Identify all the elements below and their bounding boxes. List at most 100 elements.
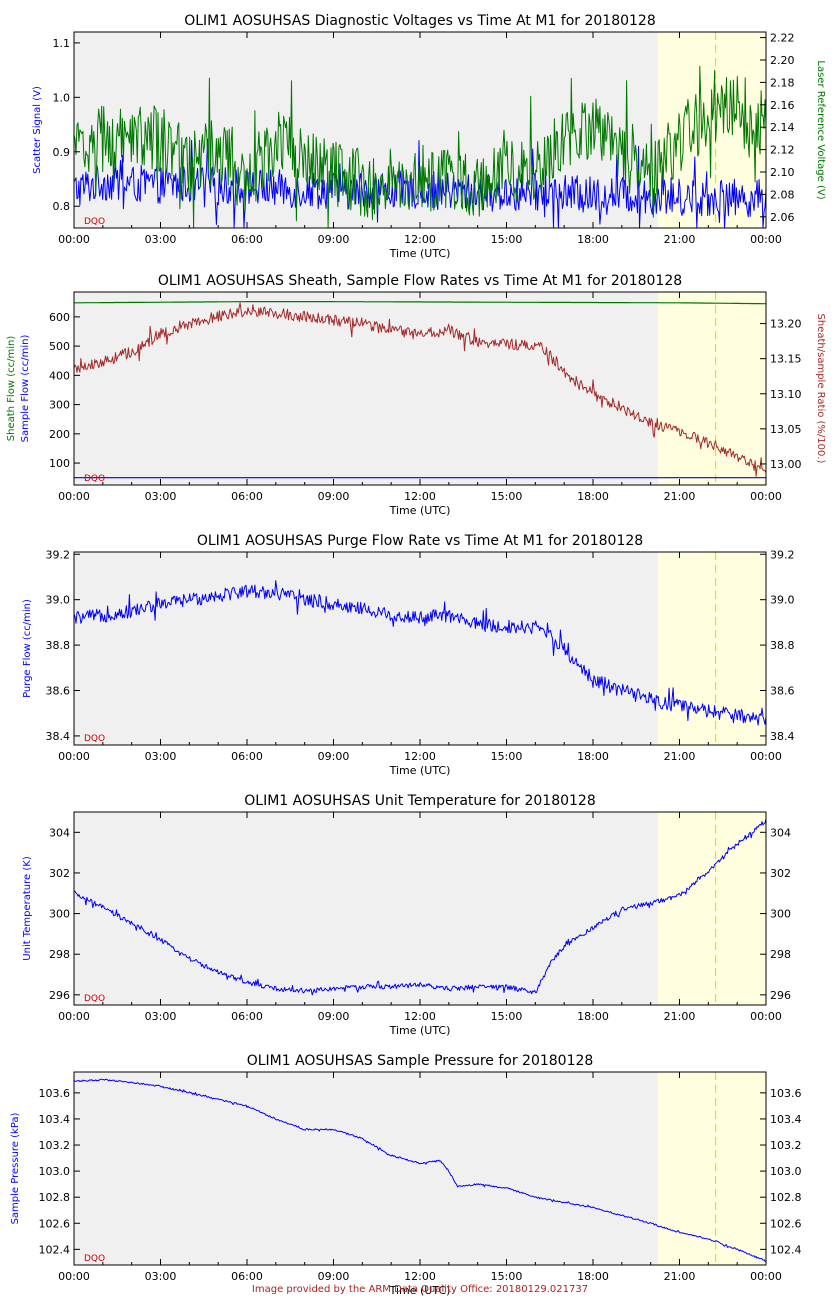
x-tick-label: 21:00 [664, 233, 696, 246]
y2-tick-label: 103.0 [770, 1165, 802, 1178]
highlight-region [657, 812, 766, 1005]
y2-tick-label: 39.0 [770, 594, 795, 607]
y-axis-label: Scatter Signal (V) [32, 86, 43, 174]
y2-axis-label: Sheath/sample Ratio (%/100.) [815, 314, 826, 464]
x-tick-label: 00:00 [750, 750, 782, 763]
y2-tick-label: 13.20 [770, 318, 802, 331]
y-axis-label-2: Sample Flow (cc/min) [20, 335, 31, 443]
x-tick-label: 09:00 [318, 1010, 350, 1023]
y-tick-label: 102.6 [39, 1217, 71, 1230]
x-tick-label: 03:00 [145, 490, 177, 503]
series-purge-flow [73, 580, 767, 726]
y-axis-label: Unit Temperature (K) [22, 856, 33, 961]
y-axis-label: Purge Flow (cc/min) [22, 599, 33, 698]
y2-tick-label: 304 [770, 826, 791, 839]
y2-tick-label: 103.6 [770, 1087, 802, 1100]
chart-panel-3: 00:00 03:00 06:00 09:00 12:00 15:00 18:00 21:00… [22, 533, 795, 777]
x-tick-label: 09:00 [318, 750, 350, 763]
y-tick-label: 1.0 [53, 91, 71, 104]
x-tick-label: 06:00 [231, 490, 263, 503]
series-sample-pressure [73, 1078, 767, 1262]
dqo-flag: DQO [84, 217, 105, 227]
y-axis-label: Sheath Flow (cc/min) [6, 336, 17, 442]
plot-background [74, 552, 658, 745]
x-tick-label: 18:00 [577, 1270, 609, 1283]
x-tick-label: 15:00 [491, 1010, 523, 1023]
chart-panel-2: 00:00 03:00 06:00 09:00 12:00 15:00 18:00 21:00… [6, 273, 826, 517]
chart-title: OLIM1 AOSUHSAS Sheath, Sample Flow Rates… [158, 273, 682, 289]
dqo-flag: DQO [84, 474, 105, 484]
y-tick-label: 296 [49, 989, 70, 1002]
x-axis-label: Time (UTC) [389, 504, 451, 517]
x-tick-label: 06:00 [231, 1270, 263, 1283]
y-tick-label: 39.0 [46, 594, 71, 607]
dqo-flag: DQO [84, 1254, 105, 1264]
x-tick-label: 03:00 [145, 1270, 177, 1283]
x-tick-label: 00:00 [58, 1270, 90, 1283]
y-tick-label: 0.8 [53, 200, 71, 213]
y-tick-label: 39.2 [46, 548, 71, 561]
y2-tick-label: 38.4 [770, 730, 795, 743]
chart-panel-4: 00:00 03:00 06:00 09:00 12:00 15:00 18:00 21:00… [22, 793, 791, 1037]
y-tick-label: 298 [49, 948, 70, 961]
x-tick-label: 12:00 [404, 750, 436, 763]
footer-credit: Image provided by the ARM Data Quality O… [251, 1284, 589, 1295]
x-tick-label: 21:00 [664, 1270, 696, 1283]
x-tick-label: 12:00 [404, 490, 436, 503]
y2-tick-label: 103.2 [770, 1139, 802, 1152]
x-tick-label: 03:00 [145, 750, 177, 763]
series-unit-temperature [73, 818, 767, 996]
y-tick-label: 1.1 [53, 37, 71, 50]
x-tick-label: 06:00 [231, 750, 263, 763]
series-laser-reference-voltage [73, 65, 767, 229]
y2-tick-label: 2.10 [770, 166, 795, 179]
highlight-region [657, 552, 766, 745]
x-tick-label: 18:00 [577, 1010, 609, 1023]
y2-tick-label: 38.6 [770, 685, 795, 698]
y-tick-label: 38.8 [46, 639, 71, 652]
y2-tick-label: 300 [770, 908, 791, 921]
y2-tick-label: 2.22 [770, 32, 795, 45]
y-tick-label: 600 [49, 311, 70, 324]
x-tick-label: 00:00 [58, 1010, 90, 1023]
y2-tick-label: 102.4 [770, 1243, 802, 1256]
y-tick-label: 302 [49, 867, 70, 880]
x-tick-label: 15:00 [491, 490, 523, 503]
y2-tick-label: 2.20 [770, 54, 795, 67]
x-tick-label: 09:00 [318, 490, 350, 503]
chart-panel-5: 00:00 03:00 06:00 09:00 12:00 15:00 18:00 21:00… [10, 1053, 802, 1297]
y2-tick-label: 2.08 [770, 188, 795, 201]
x-tick-label: 09:00 [318, 1270, 350, 1283]
x-tick-label: 00:00 [750, 1010, 782, 1023]
plot-background [74, 292, 658, 485]
x-tick-label: 00:00 [58, 750, 90, 763]
x-tick-label: 00:00 [750, 233, 782, 246]
x-tick-label: 09:00 [318, 233, 350, 246]
y2-tick-label: 2.06 [770, 211, 795, 224]
y-tick-label: 103.4 [39, 1113, 71, 1126]
y2-tick-label: 102.8 [770, 1191, 802, 1204]
series-sheath-flow [74, 301, 766, 305]
y-tick-label: 500 [49, 340, 70, 353]
x-tick-label: 21:00 [664, 1010, 696, 1023]
x-tick-label: 21:00 [664, 490, 696, 503]
highlight-region [657, 1072, 766, 1265]
x-tick-label: 06:00 [231, 233, 263, 246]
x-tick-label: 12:00 [404, 233, 436, 246]
y2-tick-label: 2.16 [770, 99, 795, 112]
x-tick-label: 00:00 [58, 490, 90, 503]
plot-background [74, 812, 658, 1005]
series-sheath-sample-ratio [73, 302, 767, 477]
y-tick-label: 400 [49, 369, 70, 382]
x-axis-label: Time (UTC) [389, 764, 451, 777]
x-tick-label: 15:00 [491, 233, 523, 246]
y-tick-label: 300 [49, 908, 70, 921]
y2-tick-label: 296 [770, 989, 791, 1002]
y-tick-label: 103.2 [39, 1139, 71, 1152]
y2-tick-label: 2.14 [770, 121, 795, 134]
y2-tick-label: 302 [770, 867, 791, 880]
x-tick-label: 12:00 [404, 1010, 436, 1023]
chart-title: OLIM1 AOSUHSAS Diagnostic Voltages vs Ti… [184, 13, 656, 29]
y2-tick-label: 102.6 [770, 1217, 802, 1230]
